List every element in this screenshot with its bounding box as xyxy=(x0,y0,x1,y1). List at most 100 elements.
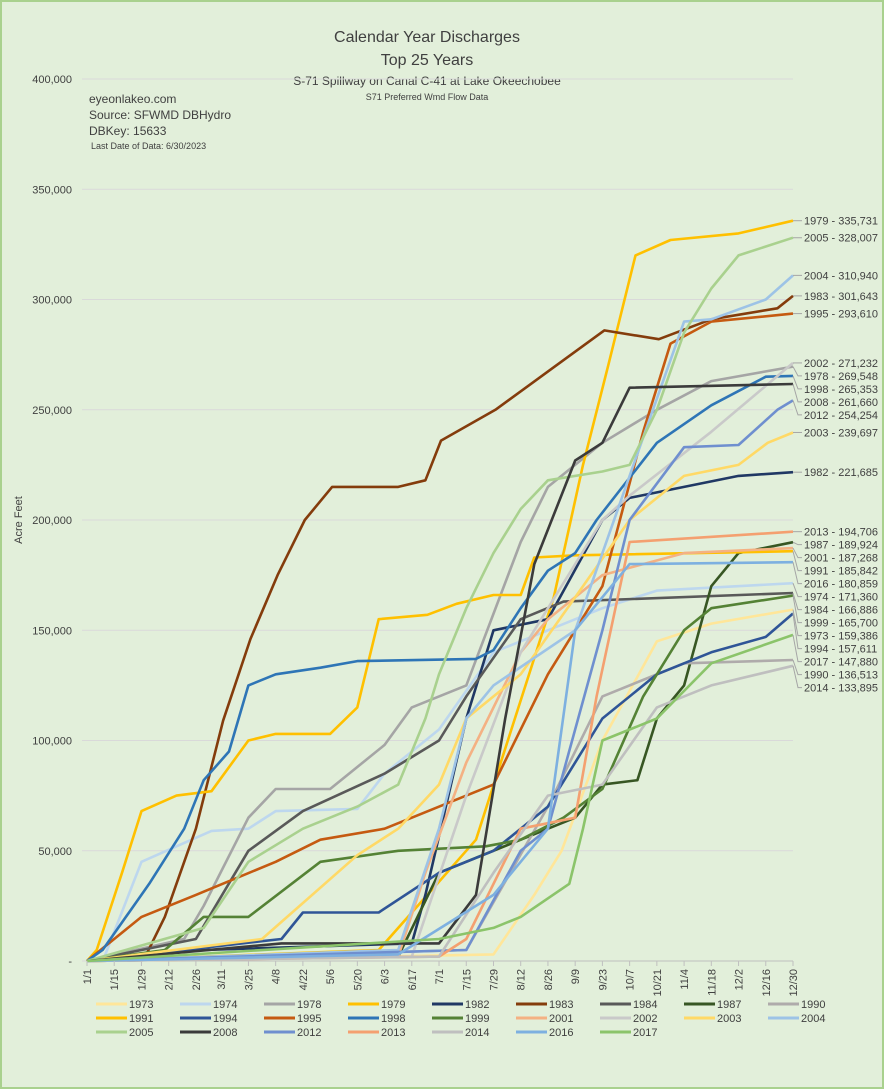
legend-label: 1994 xyxy=(213,1013,237,1025)
legend-label: 1984 xyxy=(633,999,657,1011)
legend-label: 2012 xyxy=(297,1027,321,1039)
legend-label: 1974 xyxy=(213,999,237,1011)
chart-title: Calendar Year Discharges xyxy=(334,29,520,46)
x-tick-label: 4/22 xyxy=(298,969,310,990)
legend-label: 2004 xyxy=(801,1013,825,1025)
series-end-label: 1999 - 165,700 xyxy=(804,618,878,630)
legend-label: 2017 xyxy=(633,1027,657,1039)
x-tick-label: 1/15 xyxy=(109,969,121,990)
label-leader-line xyxy=(792,582,802,598)
series-end-label: 1978 - 269,548 xyxy=(804,371,878,383)
chart-subtitle-location: S-71 Spillway on Canal C-41 at Lake Okee… xyxy=(293,74,561,88)
series-line-2014 xyxy=(86,664,794,963)
x-tick-label: 1/29 xyxy=(136,969,148,990)
series-end-label: 1998 - 265,353 xyxy=(804,384,878,396)
series-line-1999 xyxy=(86,594,794,963)
series-end-label: 1982 - 221,685 xyxy=(804,467,878,479)
series-line-2012 xyxy=(86,399,794,963)
y-tick-label: 100,000 xyxy=(32,736,72,748)
series-end-label: 2008 - 261,660 xyxy=(804,397,878,409)
legend-label: 1978 xyxy=(297,999,321,1011)
series-end-label: 1995 - 293,610 xyxy=(804,309,878,321)
legend-label: 1990 xyxy=(801,999,825,1011)
x-tick-label: 9/9 xyxy=(570,969,582,984)
legend-label: 2002 xyxy=(633,1013,657,1025)
series-end-label: 1987 - 189,924 xyxy=(804,540,878,552)
series-line-1983 xyxy=(86,294,794,963)
series-end-label: 2012 - 254,254 xyxy=(804,410,878,422)
legend-label: 1999 xyxy=(465,1013,489,1025)
series-line-2004 xyxy=(86,274,794,963)
legend-label: 2003 xyxy=(717,1013,741,1025)
x-tick-label: 2/26 xyxy=(191,969,203,990)
series-end-label: 2003 - 239,697 xyxy=(804,427,878,439)
label-leader-line xyxy=(792,375,802,390)
series-line-1995 xyxy=(86,312,794,963)
series-end-label: 2016 - 180,859 xyxy=(804,579,878,591)
series-end-label: 2017 - 147,880 xyxy=(804,657,878,669)
legend-label: 2014 xyxy=(465,1027,489,1039)
y-tick-label: 300,000 xyxy=(32,295,72,307)
series-line-1998 xyxy=(86,374,794,963)
label-leader-line xyxy=(792,366,802,377)
series-line-1978 xyxy=(86,365,794,963)
x-tick-label: 7/1 xyxy=(434,969,446,984)
label-leader-line xyxy=(792,634,802,663)
x-tick-label: 8/12 xyxy=(516,969,528,990)
note-last-date: Last Date of Data: 6/30/2023 xyxy=(91,141,206,151)
x-tick-label: 4/8 xyxy=(271,969,283,984)
y-tick-label: 150,000 xyxy=(32,625,72,637)
series-line-1994 xyxy=(86,612,794,963)
series-end-label: 1974 - 171,360 xyxy=(804,592,878,604)
label-leader-line xyxy=(792,562,802,585)
series-end-label: 1979 - 335,731 xyxy=(804,216,878,228)
legend-label: 1998 xyxy=(381,1013,405,1025)
series-line-1982 xyxy=(86,470,794,963)
x-tick-label: 7/29 xyxy=(488,969,500,990)
series-end-label: 1991 - 185,842 xyxy=(804,566,878,578)
legend-label: 1991 xyxy=(129,1013,153,1025)
legend-label: 2016 xyxy=(549,1027,573,1039)
legend-label: 1982 xyxy=(465,999,489,1011)
note-source: Source: SFWMD DBHydro xyxy=(89,108,231,122)
series-line-2016 xyxy=(86,560,794,963)
label-leader-line xyxy=(792,547,802,559)
series-end-label: 1984 - 166,886 xyxy=(804,605,878,617)
series-line-2005 xyxy=(86,236,794,963)
series-end-label: 1990 - 136,513 xyxy=(804,670,878,682)
series-end-label: 2014 - 133,895 xyxy=(804,683,878,695)
chart-subtitle: Top 25 Years xyxy=(381,52,474,69)
x-tick-label: 2/12 xyxy=(164,969,176,990)
legend-label: 2005 xyxy=(129,1027,153,1039)
legend-label: 1979 xyxy=(381,999,405,1011)
y-axis-label: Acre Feet xyxy=(13,496,25,544)
label-leader-line xyxy=(792,609,802,637)
legend-label: 2008 xyxy=(213,1027,237,1039)
x-tick-label: 1/1 xyxy=(82,969,94,984)
label-leader-line xyxy=(792,541,802,546)
series-end-label: 1973 - 159,386 xyxy=(804,631,878,643)
x-tick-label: 6/3 xyxy=(380,969,392,984)
label-leader-line xyxy=(792,592,802,611)
x-tick-label: 9/23 xyxy=(597,969,609,990)
legend-label: 2013 xyxy=(381,1027,405,1039)
series-line-1987 xyxy=(86,540,794,963)
series-line-2002 xyxy=(86,361,794,963)
x-tick-label: 12/30 xyxy=(788,969,800,997)
x-tick-label: 11/4 xyxy=(679,969,691,990)
label-leader-line xyxy=(792,665,802,689)
y-tick-label: 350,000 xyxy=(32,184,72,196)
x-tick-label: 8/26 xyxy=(543,969,555,990)
x-tick-label: 12/16 xyxy=(761,969,773,997)
series-end-label: 2005 - 328,007 xyxy=(804,233,878,245)
series-end-label: 2001 - 187,268 xyxy=(804,553,878,565)
x-tick-label: 3/25 xyxy=(243,969,255,990)
x-tick-label: 11/18 xyxy=(706,969,718,996)
legend-label: 1987 xyxy=(717,999,741,1011)
series-end-label: 2002 - 271,232 xyxy=(804,358,878,370)
label-leader-line xyxy=(792,613,802,650)
series-end-label: 1983 - 301,643 xyxy=(804,291,878,303)
series-line-1979 xyxy=(86,219,794,963)
